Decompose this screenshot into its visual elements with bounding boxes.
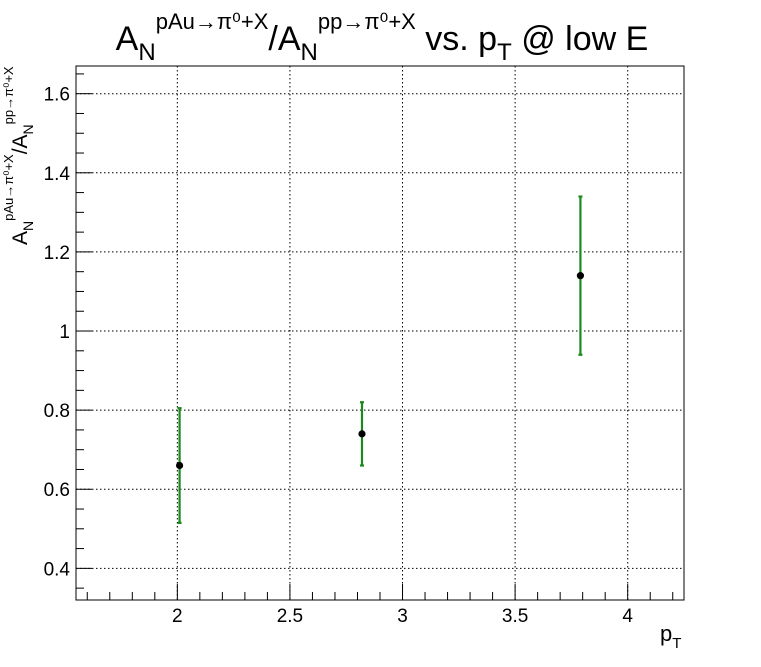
title-tail-sub: T [497, 39, 512, 66]
x-tick-label: 2.5 [277, 606, 303, 627]
y-tick-label: 0.6 [44, 480, 70, 501]
ylabel-base1: A [9, 231, 32, 245]
y-tick-label: 1 [59, 322, 70, 343]
x-tick-label: 3.5 [502, 606, 528, 627]
y-tick-labels: 0.4 0.6 0.8 1 1.2 1.4 1.6 [44, 85, 71, 581]
plot-frame [75, 65, 685, 601]
chart-title: ANpAu→π⁰+X/ANpp→π⁰+X vs. pT @ low E [116, 9, 649, 66]
y-tick-label: 0.4 [44, 559, 71, 580]
xlabel-sub: T [672, 635, 681, 652]
title-tail1: vs. p [416, 20, 497, 58]
ylabel-sup1: pAu→π⁰+X [1, 154, 16, 221]
y-tick-label: 1.2 [44, 243, 70, 264]
data-point-marker [175, 461, 184, 470]
title-sup2: pp→π⁰+X [318, 9, 416, 34]
title-base1: A [116, 20, 139, 58]
data-points [175, 195, 585, 524]
ylabel-sub2: N [20, 124, 36, 134]
title-sep: /A [268, 20, 300, 58]
title-sup1: pAu→π⁰+X [156, 9, 269, 34]
y-tick-label: 1.6 [44, 85, 70, 106]
ylabel-sep: /A [9, 134, 32, 154]
grid [76, 66, 684, 600]
title-sub2: N [301, 39, 318, 66]
ylabel-sup2: pp→π⁰+X [1, 66, 16, 124]
x-tick-label: 3 [397, 606, 408, 627]
data-point-marker [576, 272, 585, 280]
title-sub1: N [138, 39, 155, 66]
ylabel-sub1: N [20, 221, 36, 231]
x-tick-labels: 2 2.5 3 3.5 4 [172, 606, 633, 627]
xlabel-base: p [660, 621, 672, 646]
data-point-marker [358, 430, 366, 438]
axis-ticks [76, 73, 674, 600]
y-axis-label: ANpAu→π⁰+X/ANpp→π⁰+X [1, 66, 36, 245]
x-axis-label: pT [660, 621, 681, 652]
x-tick-label: 4 [622, 606, 633, 627]
y-tick-label: 0.8 [44, 401, 70, 422]
title-tail2: @ low E [512, 20, 649, 58]
x-tick-label: 2 [172, 606, 183, 627]
y-tick-label: 1.4 [44, 164, 71, 185]
